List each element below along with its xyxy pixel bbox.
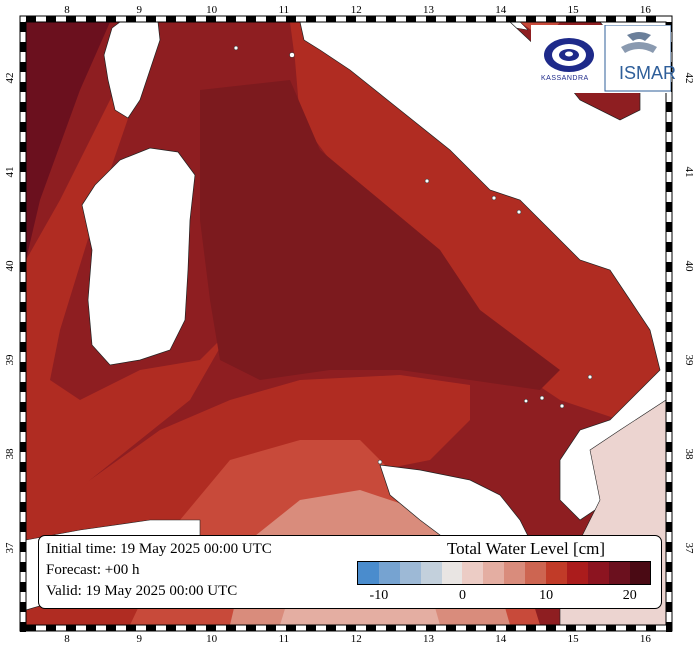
valid-time-text: Valid: 19 May 2025 00:00 UTC (46, 583, 238, 599)
info-legend-box: Initial time: 19 May 2025 00:00 UTC Fore… (38, 535, 662, 609)
lon-tick-label: 9 (137, 633, 143, 645)
island-small (523, 398, 529, 404)
legend-title: Total Water Level [cm] (446, 539, 606, 558)
lon-tick-label: 16 (640, 4, 652, 16)
colorbar-tick-label: -10 (369, 588, 389, 603)
island-small (289, 52, 295, 58)
island-small (516, 209, 522, 215)
longitude-ticks-top: 8 9 10 11 12 13 14 15 16 (64, 4, 651, 16)
lon-tick-label: 10 (206, 633, 218, 645)
lat-tick-label: 39 (4, 354, 16, 366)
lon-tick-label: 13 (423, 4, 435, 16)
lon-tick-label: 8 (64, 4, 70, 16)
colorbar (357, 561, 652, 585)
lat-tick-label: 38 (4, 448, 16, 460)
lat-tick-label: 42 (683, 73, 695, 84)
lon-tick-label: 15 (568, 633, 580, 645)
lon-tick-label: 14 (495, 4, 507, 16)
sea-mid-west (26, 40, 230, 560)
latitude-ticks-left: 42 41 40 39 38 37 (4, 73, 16, 554)
lon-tick-label: 13 (423, 633, 435, 645)
island-small (424, 178, 430, 184)
colorbar-swatch (629, 562, 651, 584)
longitude-ticks-bottom: 8 9 10 11 12 13 14 15 16 (64, 633, 651, 645)
colorbar-swatch (358, 562, 379, 584)
lat-tick-label: 38 (683, 449, 695, 461)
colorbar-swatch (587, 562, 609, 584)
lon-tick-label: 9 (137, 4, 143, 16)
initial-time-text: Initial time: 19 May 2025 00:00 UTC (46, 541, 272, 557)
lat-tick-label: 41 (4, 167, 16, 178)
sea-deep-central (200, 80, 560, 390)
lon-tick-label: 16 (640, 633, 652, 645)
sardinia-land (81, 147, 196, 366)
lon-tick-label: 15 (568, 4, 580, 16)
forecast-text: Forecast: +00 h (46, 562, 140, 578)
colorbar-swatch (420, 562, 442, 584)
colorbar-swatch (525, 562, 547, 584)
kassandra-logo (544, 24, 672, 92)
colorbar-swatch (608, 562, 630, 584)
colorbar-swatch (441, 562, 463, 584)
lat-tick-label: 40 (4, 260, 16, 272)
colorbar-tick-label: 0 (459, 588, 466, 603)
lon-tick-label: 12 (351, 633, 362, 645)
colorbar-swatch (462, 562, 484, 584)
colorbar-swatch (504, 562, 526, 584)
colorbar-swatch (399, 562, 421, 584)
colorbar-tick-label: 10 (539, 588, 554, 603)
lat-tick-label: 42 (4, 73, 16, 84)
sea-deep-nw (26, 22, 110, 260)
lon-tick-label: 11 (279, 633, 290, 645)
island-small (377, 459, 383, 465)
lat-tick-label: 39 (683, 355, 695, 367)
lat-tick-label: 37 (4, 542, 16, 554)
italy-mainland (299, 22, 666, 521)
lon-tick-label: 8 (64, 633, 70, 645)
ismar-logo-text: ISMAR (619, 63, 677, 83)
colorbar-swatch (483, 562, 505, 584)
island-small (233, 45, 239, 51)
island-small (559, 403, 565, 409)
lon-tick-label: 12 (351, 4, 362, 16)
colorbar-swatch (546, 562, 567, 584)
lon-tick-label: 11 (279, 4, 290, 16)
lat-tick-label: 40 (683, 261, 695, 273)
logos-panel: KASSANDRA ISMAR (531, 24, 676, 93)
colorbar-swatch (566, 562, 588, 584)
island-small (539, 395, 545, 401)
sea-mid-east (290, 22, 666, 420)
kassandra-logo-text: KASSANDRA (541, 75, 589, 82)
corsica-land (103, 22, 161, 119)
colorbar-tick-label: 20 (622, 588, 637, 603)
island-small (491, 195, 497, 201)
lon-tick-label: 14 (495, 633, 507, 645)
lon-tick-label: 10 (206, 4, 218, 16)
colorbar-swatch (378, 562, 400, 584)
lat-tick-label: 41 (683, 167, 695, 178)
latitude-ticks-right: 42 41 40 39 38 37 (683, 73, 695, 555)
lat-tick-label: 37 (683, 543, 695, 555)
island-small (587, 374, 593, 380)
